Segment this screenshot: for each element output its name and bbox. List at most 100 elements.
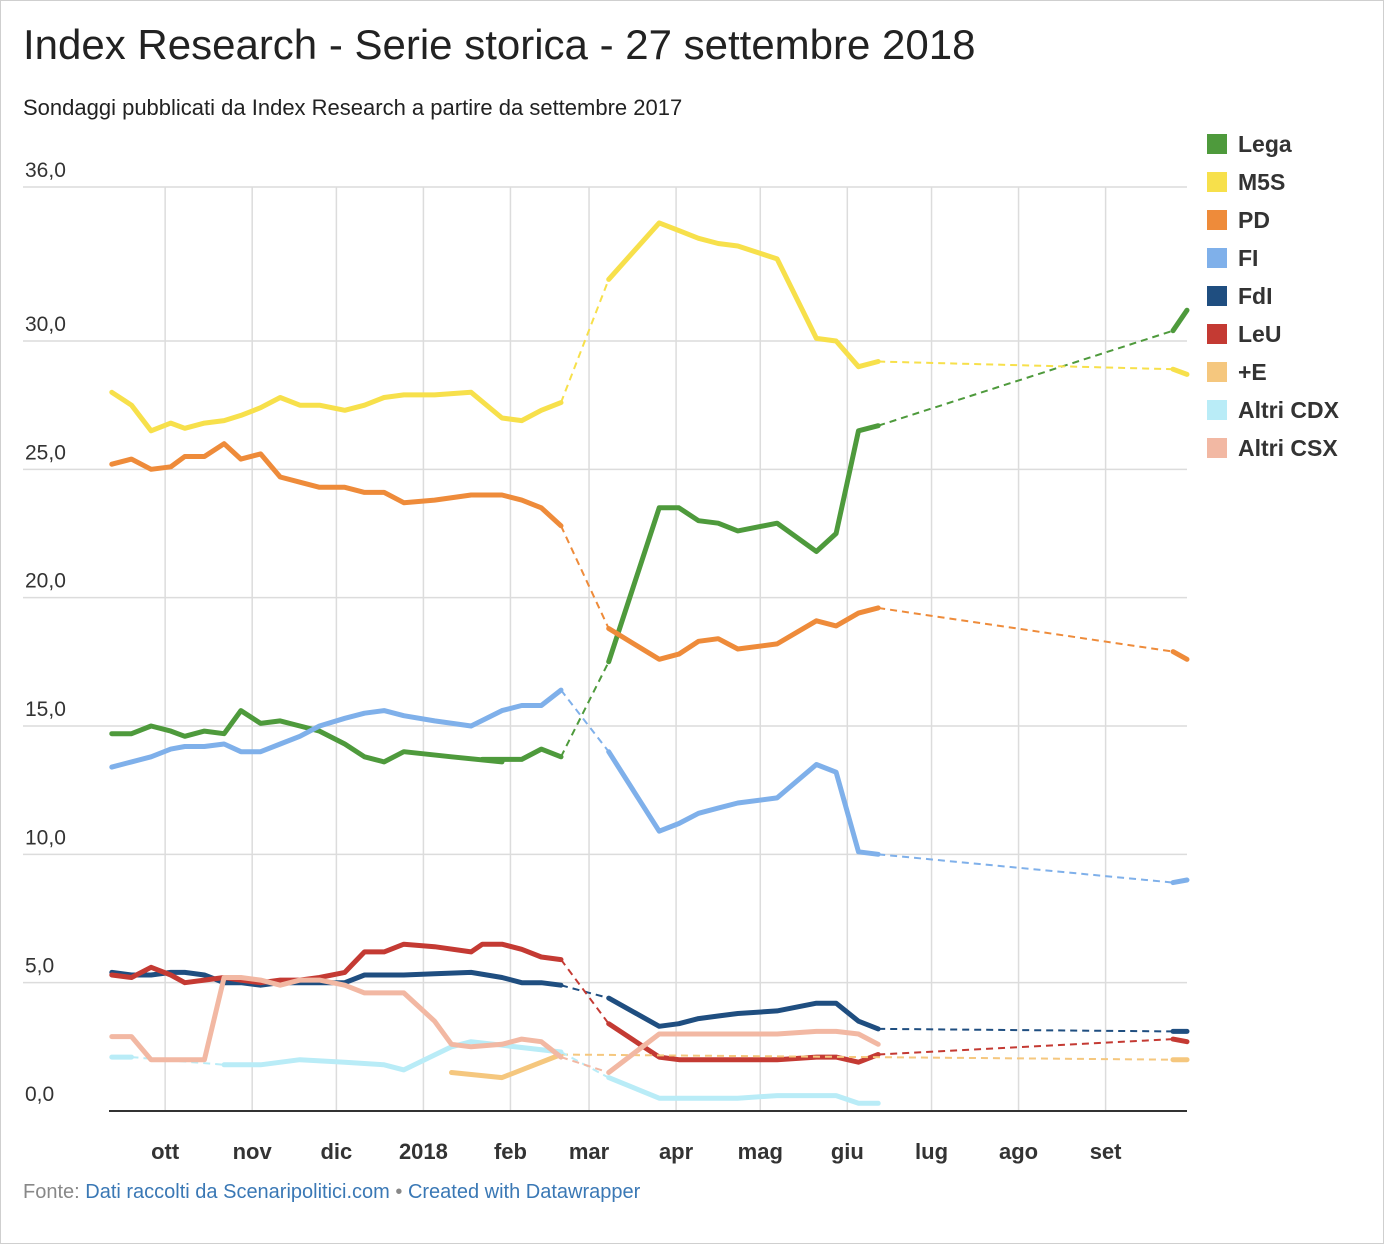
x-tick-label: mar <box>569 1139 610 1164</box>
legend-swatch <box>1207 400 1227 420</box>
series-leu <box>109 941 1190 1065</box>
series-line <box>109 389 564 434</box>
series-line <box>449 1052 564 1081</box>
legend-item-m5s: M5S <box>1207 163 1339 201</box>
gap-line <box>878 360 1173 371</box>
legend-swatch <box>1207 134 1227 154</box>
y-tick-label: 30,0 <box>25 313 66 336</box>
gap-line <box>560 279 610 403</box>
legend-label: Altri CSX <box>1238 434 1338 461</box>
datawrapper-link[interactable]: Created with Datawrapper <box>407 1181 641 1203</box>
x-axis-ticks: ott nov dic 2018 feb mar apr mag giu lug ago set <box>151 1139 1122 1164</box>
series-fdi <box>109 969 1190 1034</box>
y-axis-ticks: 36,0 30,0 25,0 20,0 15,0 10,0 5,0 0,0 <box>25 159 66 1106</box>
legend-swatch <box>1207 210 1227 230</box>
y-tick-label: 25,0 <box>25 441 66 464</box>
legend-item-altri-csx: Altri CSX <box>1207 429 1339 467</box>
legend-label: FdI <box>1238 282 1273 309</box>
gap-line <box>877 329 1174 427</box>
series-line <box>606 423 881 665</box>
series-line <box>606 220 881 370</box>
x-tick-label: ago <box>999 1139 1038 1164</box>
legend-item-e: +E <box>1207 353 1339 391</box>
gap-line <box>560 661 610 758</box>
legend-label: +E <box>1238 358 1267 385</box>
series-line <box>109 975 564 1063</box>
series-e <box>449 1052 1190 1081</box>
series-line <box>1170 649 1190 662</box>
legend-label: Altri CDX <box>1238 396 1339 423</box>
series-line <box>606 605 881 662</box>
y-tick-label: 15,0 <box>25 698 66 721</box>
gap-line <box>560 1056 610 1074</box>
x-tick-label: set <box>1090 1139 1122 1164</box>
series-lega <box>109 307 1190 765</box>
footer: Fonte: Dati raccolti da Scenaripolitici.… <box>23 1181 640 1204</box>
gap-line <box>560 525 610 629</box>
footer-separator: • <box>389 1181 408 1203</box>
series-altri-cdx <box>109 1039 881 1106</box>
x-tick-label: giu <box>831 1139 864 1164</box>
legend-label: PD <box>1238 206 1270 233</box>
legend-item-leu: LeU <box>1207 315 1339 353</box>
series-line <box>109 969 564 988</box>
x-tick-label: mag <box>738 1139 783 1164</box>
y-tick-label: 10,0 <box>25 826 66 849</box>
legend-item-pd: PD <box>1207 201 1339 239</box>
x-tick-label: ott <box>151 1139 180 1164</box>
legend-item-fdi: FdI <box>1207 277 1339 315</box>
x-tick-label: dic <box>320 1139 352 1164</box>
gap-line <box>560 1053 1173 1061</box>
y-tick-label: 0,0 <box>25 1083 54 1106</box>
legend-swatch <box>1207 286 1227 306</box>
gap-line <box>878 1027 1173 1033</box>
series-line <box>1170 307 1190 334</box>
series-fi <box>109 687 1190 886</box>
series-line <box>606 1028 881 1075</box>
grid-lines <box>23 186 1187 1112</box>
series-line <box>221 1039 564 1073</box>
x-tick-label: feb <box>494 1139 527 1164</box>
series-line <box>606 1021 881 1065</box>
gap-line <box>560 958 610 1025</box>
legend-swatch <box>1207 362 1227 382</box>
gap-line <box>878 606 1174 653</box>
gap-line <box>878 853 1174 884</box>
series-line <box>606 749 881 857</box>
x-tick-label: 2018 <box>399 1139 448 1164</box>
legend-swatch <box>1207 438 1227 458</box>
series-m5s <box>109 220 1190 434</box>
chart-subtitle: Sondaggi pubblicati da Index Research a … <box>23 95 683 120</box>
legend-item-lega: Lega <box>1207 125 1339 163</box>
y-tick-label: 5,0 <box>25 955 54 978</box>
x-tick-label: lug <box>915 1139 948 1164</box>
series-line <box>606 995 881 1032</box>
gap-line <box>560 689 610 753</box>
legend: Lega M5S PD FI FdI LeU +E Altri CDX Altri CSX <box>1207 125 1339 467</box>
series-line <box>109 687 564 770</box>
series-line <box>109 941 564 986</box>
y-tick-label: 36,0 <box>25 159 66 182</box>
series-line <box>109 441 564 529</box>
footer-prefix: Fonte: <box>23 1181 86 1203</box>
source-link[interactable]: Dati raccolti da Scenaripolitici.com <box>85 1181 390 1203</box>
legend-swatch <box>1207 324 1227 344</box>
series-line <box>606 1075 881 1106</box>
series-pd <box>109 441 1190 662</box>
gap-line <box>878 1038 1174 1056</box>
x-tick-label: nov <box>233 1139 273 1164</box>
legend-item-altri-cdx: Altri CDX <box>1207 391 1339 429</box>
legend-label: M5S <box>1238 168 1286 195</box>
series-lines <box>109 220 1190 1106</box>
series-line <box>1170 366 1190 377</box>
y-tick-label: 20,0 <box>25 570 66 593</box>
legend-label: Lega <box>1238 130 1292 157</box>
legend-label: FI <box>1238 244 1259 271</box>
legend-item-fi: FI <box>1207 239 1339 277</box>
series-line <box>1170 877 1190 886</box>
x-tick-label: apr <box>659 1139 694 1164</box>
legend-swatch <box>1207 172 1227 192</box>
series-altri-csx <box>109 975 881 1075</box>
